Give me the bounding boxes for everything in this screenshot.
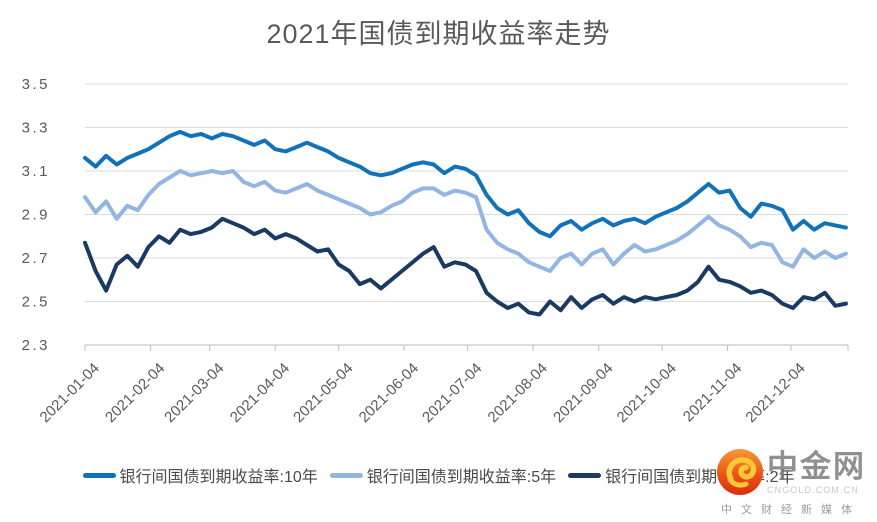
x-axis-tick-label: 2021-11-04 <box>680 360 745 425</box>
x-axis-tick-label: 2021-07-04 <box>419 360 485 426</box>
x-axis-tick-label: 2021-06-04 <box>356 360 422 426</box>
y-axis-tick-label: 2.7 <box>22 250 50 267</box>
series-line-10y <box>83 129 848 239</box>
x-axis-tick-label: 2021-02-04 <box>102 360 168 426</box>
y-axis-tick-label: 2.5 <box>22 294 50 311</box>
series-line-5y <box>83 169 848 273</box>
series-line-2y <box>83 216 848 317</box>
y-axis-tick-label: 3.1 <box>22 163 50 180</box>
y-axis-tick-label: 3.5 <box>22 76 50 93</box>
legend-line-swatch-2y <box>568 472 602 478</box>
x-axis-tick-label: 2021-12-04 <box>742 360 808 426</box>
chart-legend: 银行间国债到期收益率:10年 银行间国债到期收益率:5年 银行间国债到期收益率:… <box>0 463 877 487</box>
legend-label-5y: 银行间国债到期收益率:5年 <box>366 469 557 486</box>
legend-item-10y: 银行间国债到期收益率:10年 <box>82 463 318 487</box>
x-axis-tick-label: 2021-10-04 <box>614 360 680 426</box>
x-axis-tick-label: 2021-01-04 <box>37 360 103 426</box>
legend-label-10y: 银行间国债到期收益率:10年 <box>119 469 318 486</box>
legend-item-2y: 银行间国债到期收益率:2年 <box>568 463 794 487</box>
y-axis-tick-label: 2.9 <box>22 207 50 224</box>
x-axis-tick-label: 2021-08-04 <box>485 360 551 426</box>
y-axis-tick-label: 3.3 <box>22 120 50 137</box>
legend-label-2y: 银行间国债到期收益率:2年 <box>605 469 795 486</box>
chart-title: 2021年国债到期收益率走势 <box>266 19 611 49</box>
y-axis-tick-label: 2.3 <box>22 337 50 354</box>
x-axis-tick-label: 2021-05-04 <box>290 360 356 426</box>
x-axis-tick-label: 2021-03-04 <box>161 360 227 426</box>
legend-item-5y: 银行间国债到期收益率:5年 <box>329 463 557 487</box>
legend-line-swatch-10y <box>82 472 116 478</box>
legend-line-swatch-5y <box>329 472 363 478</box>
x-axis-tick-label: 2021-04-04 <box>227 360 293 426</box>
x-axis-tick-label: 2021-09-04 <box>550 360 616 426</box>
